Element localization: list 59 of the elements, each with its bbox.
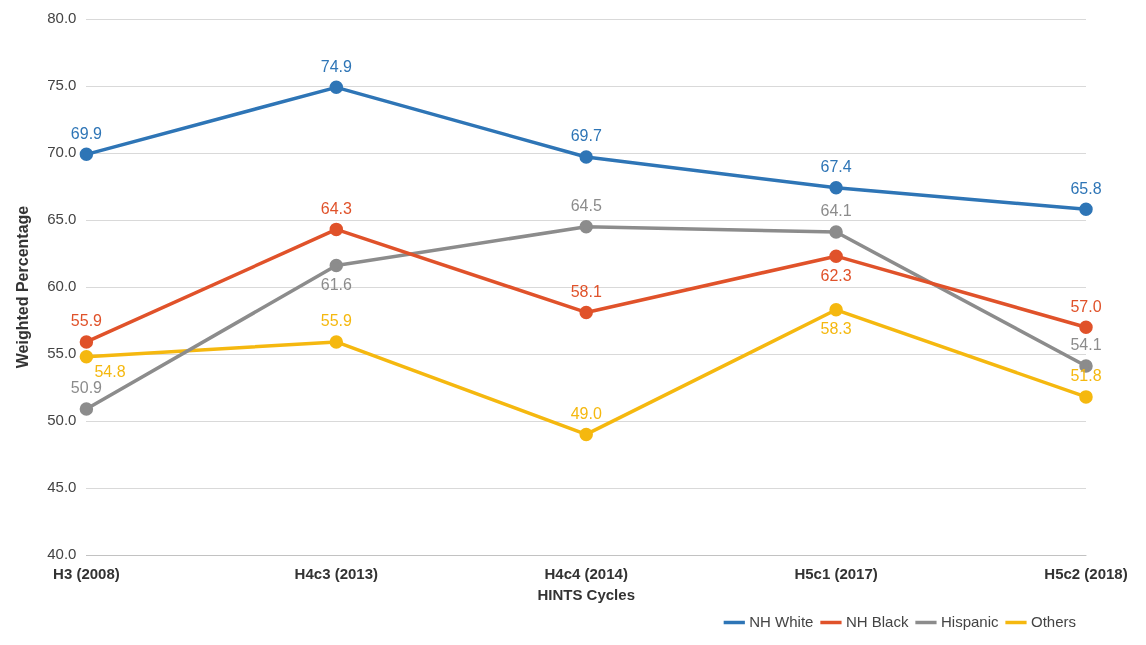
data-label: 67.4 bbox=[820, 158, 852, 176]
y-tick-label: 55.0 bbox=[47, 344, 77, 362]
data-label: 54.8 bbox=[94, 363, 126, 381]
legend-label: NH Black bbox=[845, 612, 909, 630]
data-label: 54.1 bbox=[1070, 336, 1102, 354]
data-label: 69.7 bbox=[570, 127, 602, 145]
point bbox=[329, 335, 344, 349]
data-label: 49.0 bbox=[570, 404, 602, 422]
y-tick-label: 50.0 bbox=[47, 411, 77, 429]
point bbox=[1079, 390, 1093, 404]
data-label: 64.3 bbox=[320, 199, 352, 217]
y-axis-title: Weighted Percentage bbox=[14, 205, 32, 369]
point bbox=[579, 150, 593, 164]
data-label: 65.8 bbox=[1070, 179, 1102, 197]
data-label: 62.3 bbox=[820, 266, 852, 284]
point bbox=[579, 219, 593, 234]
data-label: 64.5 bbox=[570, 197, 602, 215]
data-label: 50.9 bbox=[70, 379, 103, 397]
data-label: 64.1 bbox=[820, 202, 852, 220]
point bbox=[329, 80, 344, 95]
y-tick-label: 45.0 bbox=[47, 478, 77, 496]
point bbox=[829, 249, 843, 263]
x-axis-title: HINTS Cycles bbox=[537, 586, 635, 604]
point bbox=[829, 303, 843, 317]
data-label: 58.1 bbox=[570, 282, 602, 300]
point bbox=[829, 181, 843, 195]
legend-label: Hispanic bbox=[940, 612, 999, 630]
data-label: 55.9 bbox=[320, 312, 352, 330]
y-tick-label: 75.0 bbox=[47, 76, 77, 94]
point bbox=[329, 222, 344, 237]
point bbox=[1079, 320, 1093, 334]
legend-label: NH White bbox=[749, 612, 814, 630]
data-label: 58.3 bbox=[820, 320, 852, 338]
point bbox=[579, 305, 593, 320]
data-label: 57.0 bbox=[1070, 297, 1102, 315]
point bbox=[579, 427, 593, 442]
x-tick-label: H4c4 (2014) bbox=[544, 565, 628, 583]
x-tick-label: H5c2 (2018) bbox=[1044, 565, 1128, 583]
y-tick-label: 40.0 bbox=[47, 545, 77, 563]
legend-label: Others bbox=[1030, 612, 1076, 630]
x-tick-label: H3 (2008) bbox=[53, 565, 120, 583]
y-tick-label: 70.0 bbox=[47, 143, 77, 161]
point bbox=[329, 258, 344, 273]
x-tick-label: H5c1 (2017) bbox=[794, 565, 878, 583]
point bbox=[79, 335, 94, 349]
point bbox=[79, 349, 94, 364]
y-tick-label: 60.0 bbox=[47, 277, 77, 295]
data-label: 69.9 bbox=[70, 124, 103, 142]
point bbox=[79, 402, 94, 416]
data-label: 51.8 bbox=[1070, 367, 1102, 385]
y-tick-label: 65.0 bbox=[47, 210, 77, 228]
data-label: 55.9 bbox=[70, 312, 103, 330]
x-tick-label: H4c3 (2013) bbox=[294, 565, 378, 583]
data-label: 74.9 bbox=[320, 57, 352, 75]
data-label: 61.6 bbox=[320, 275, 352, 293]
point bbox=[829, 225, 843, 239]
point bbox=[1079, 202, 1093, 217]
y-tick-label: 80.0 bbox=[47, 9, 77, 27]
point bbox=[79, 147, 94, 162]
